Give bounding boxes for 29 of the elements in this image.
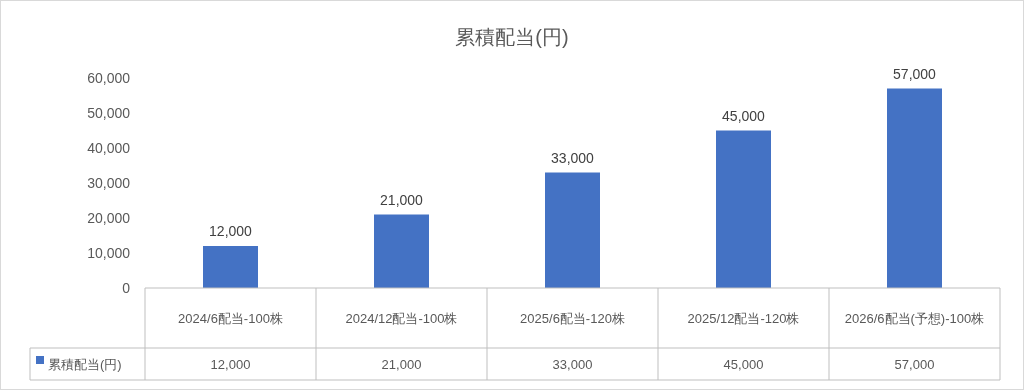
- y-tick-label: 50,000: [87, 105, 131, 121]
- y-tick-label: 0: [122, 280, 131, 296]
- data-label: 57,000: [894, 357, 935, 372]
- y-tick-label: 40,000: [87, 140, 131, 156]
- text: 45,000: [722, 107, 765, 124]
- data-label: 33,000: [552, 357, 593, 372]
- bar: [545, 172, 600, 288]
- x-tick-label: 2026/6配当(予想)-100株: [844, 311, 985, 326]
- x-tick-label: 2024/12配当-100株: [345, 311, 458, 326]
- text: 21,000: [380, 191, 423, 208]
- bar: [716, 130, 771, 288]
- text: 57,000: [893, 65, 936, 82]
- data-label: 21,000: [381, 357, 422, 372]
- bar: [887, 88, 942, 288]
- data-label: 12,000: [210, 357, 251, 372]
- text: 12,000: [209, 223, 252, 239]
- x-tick-label: 2024/6配当-100株: [178, 311, 283, 326]
- chart-title: 累積配当(円): [455, 26, 569, 48]
- y-tick-label: 10,000: [87, 245, 131, 261]
- bar: [203, 246, 258, 288]
- y-tick-label: 60,000: [87, 70, 131, 86]
- x-tick-label: 2025/6配当-120株: [520, 311, 625, 326]
- data-label: 45,000: [723, 357, 764, 372]
- y-tick-label: 30,000: [87, 175, 131, 191]
- x-tick-label: 2025/12配当-120株: [687, 311, 800, 326]
- bar: [374, 214, 429, 288]
- y-tick-label: 20,000: [87, 210, 131, 226]
- text: 33,000: [551, 149, 594, 166]
- legend-label: 累積配当(円): [48, 357, 122, 372]
